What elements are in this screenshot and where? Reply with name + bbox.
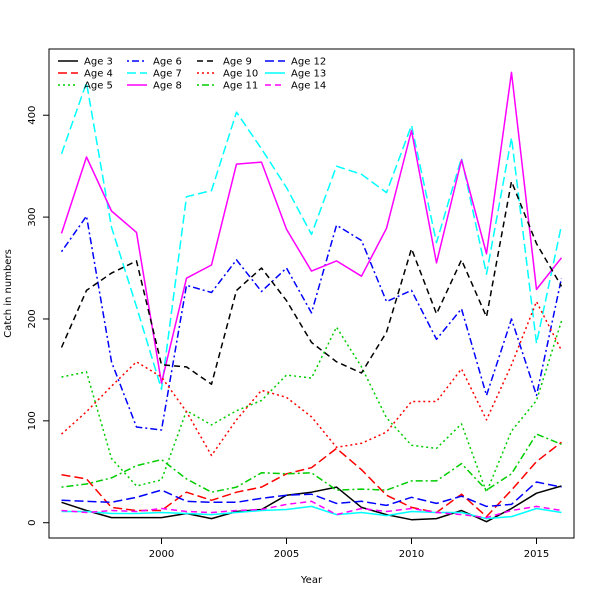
x-tick-label-2000: 2000 — [149, 549, 174, 560]
series-line-3 — [61, 320, 563, 493]
legend-label-11: Age 13 — [291, 69, 326, 80]
legend-label-3: Age 5 — [84, 81, 113, 92]
plot-frame — [48, 48, 575, 539]
legend-label-2: Age 4 — [84, 69, 113, 80]
series-line-12 — [61, 500, 562, 519]
y-tick-label-200: 200 — [27, 309, 38, 328]
series-line-7 — [60, 180, 563, 385]
series-line-6 — [60, 71, 563, 384]
legend-label-6: Age 8 — [153, 81, 182, 92]
series-line-4 — [60, 215, 563, 431]
series-line-1 — [61, 485, 562, 523]
series-line-9 — [61, 433, 562, 493]
x-tick-label-2015: 2015 — [524, 549, 549, 560]
legend-label-10: Age 12 — [291, 57, 326, 68]
series-layer — [60, 71, 563, 523]
x-axis-title: Year — [300, 575, 323, 586]
x-tick-label-2010: 2010 — [399, 549, 424, 560]
legend-label-7: Age 9 — [223, 57, 252, 68]
x-tick-label-2005: 2005 — [274, 549, 299, 560]
legend-label-9: Age 11 — [223, 81, 258, 92]
y-axis-title: Catch in numbers — [3, 249, 14, 338]
y-axis: 0 100 200 300 400 — [27, 106, 49, 526]
legend-label-4: Age 6 — [153, 57, 182, 68]
y-tick-label-300: 300 — [27, 208, 38, 227]
x-axis: 2000 2005 2010 2015 — [149, 538, 549, 560]
y-tick-label-100: 100 — [27, 411, 38, 430]
legend-label-5: Age 7 — [153, 69, 182, 80]
series-line-10 — [61, 481, 562, 508]
series-line-8 — [60, 300, 563, 457]
y-tick-label-0: 0 — [27, 520, 38, 526]
series-line-5 — [60, 81, 563, 391]
y-tick-label-400: 400 — [27, 106, 38, 125]
legend-label-12: Age 14 — [291, 81, 326, 92]
legend-label-8: Age 10 — [223, 69, 258, 80]
legend-label-1: Age 3 — [84, 57, 113, 68]
